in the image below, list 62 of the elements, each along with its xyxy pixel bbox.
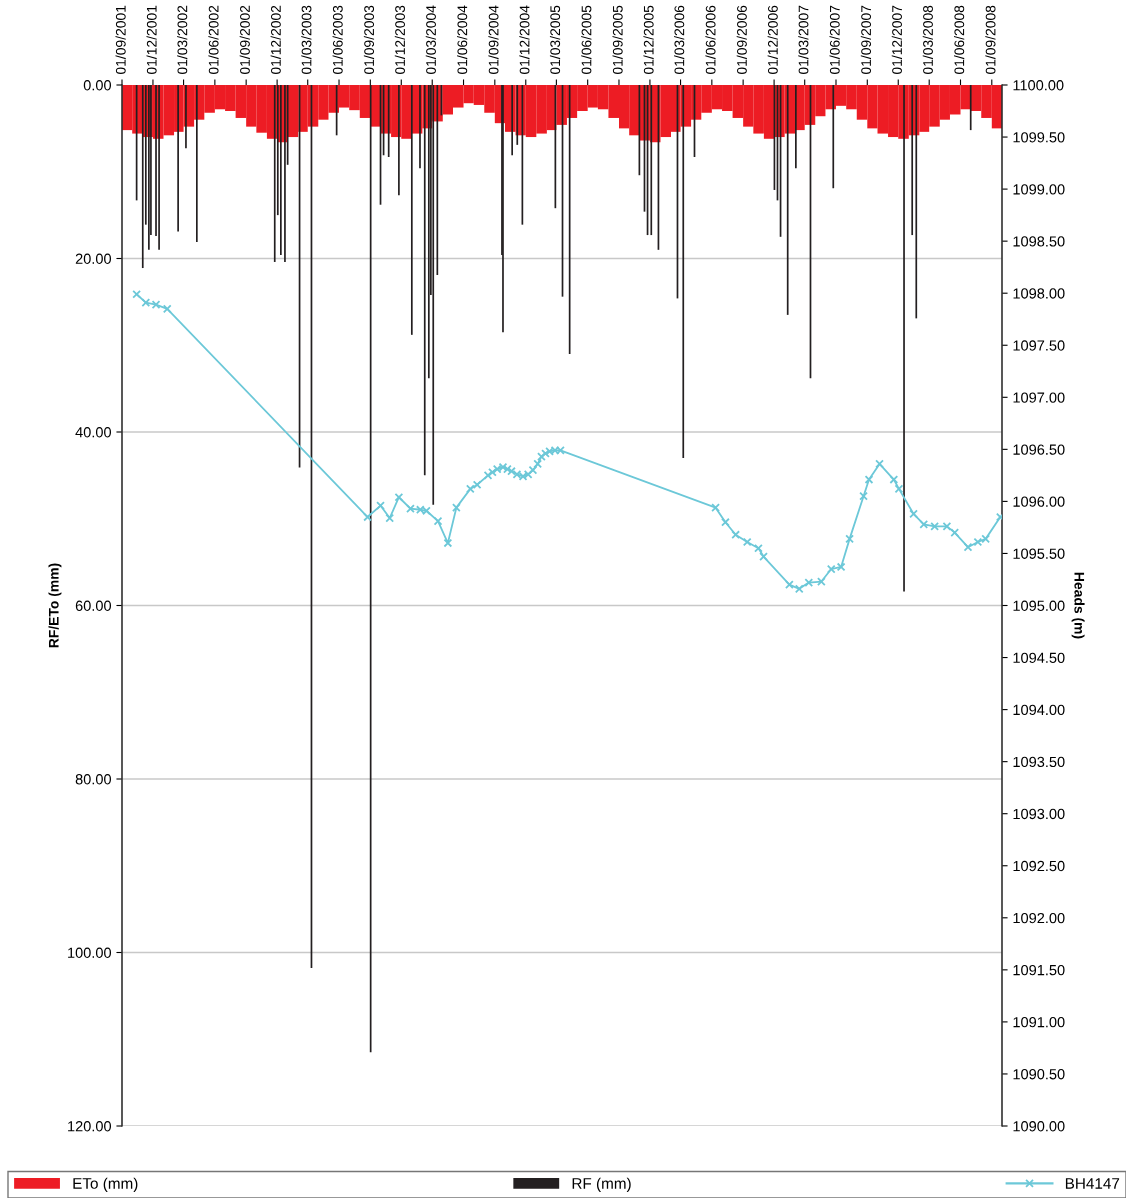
x-tick-label: 01/06/2008 <box>954 5 965 75</box>
x-tick-label: 01/03/2008 <box>922 5 933 75</box>
x-tick-label: 01/09/2007 <box>860 5 872 75</box>
y2-tick-label: 1092.50 <box>1013 860 1065 872</box>
x-tick-label: 01/12/2006 <box>767 5 778 75</box>
x-tick-label: 01/12/2002 <box>270 5 281 75</box>
y2-tick-label: 1099.50 <box>1013 132 1065 143</box>
y2-tick-label: 1092.00 <box>1013 912 1065 924</box>
y2-tick-label: 1097.00 <box>1013 392 1065 403</box>
y2-tick-label: 1090.00 <box>1013 1121 1065 1132</box>
x-tick-label: 01/12/2007 <box>891 5 902 75</box>
x-tick-label: 01/06/2007 <box>829 5 840 75</box>
y-tick-label: 40.00 <box>75 427 112 438</box>
y2-tick-label: 1098.00 <box>1013 288 1065 299</box>
x-tick-label: 01/03/2004 <box>425 5 436 75</box>
x-tick-label: 01/06/2005 <box>581 5 592 75</box>
y2-tick-label: 1097.50 <box>1013 340 1065 351</box>
y-tick-label: 120.00 <box>68 1121 112 1132</box>
x-tick-label: 01/06/2003 <box>332 5 343 75</box>
y2-tick-label: 1094.00 <box>1013 704 1065 716</box>
y2-tick-label: 1091.50 <box>1013 964 1065 976</box>
x-tick-label: 01/03/2007 <box>798 5 809 75</box>
x-tick-label: 01/09/2004 <box>488 5 499 75</box>
y-axis-title: RF/ETo (mm) <box>48 563 62 648</box>
x-tick-label: 01/03/2002 <box>177 5 188 75</box>
y2-tick-label: 1095.50 <box>1013 548 1065 559</box>
x-tick-label: 01/09/2002 <box>239 5 250 75</box>
x-tick-label: 01/09/2005 <box>612 5 623 75</box>
y2-tick-label: 1091.00 <box>1013 1017 1065 1028</box>
y2-tick-label: 1096.50 <box>1013 444 1065 455</box>
y2-tick-label: 1098.50 <box>1013 236 1065 247</box>
y2-axis-title: Heads (m) <box>1071 572 1085 639</box>
legend-label: BH4147 <box>1065 1178 1120 1189</box>
x-tick-label: 01/12/2004 <box>519 5 530 75</box>
legend-label: ETo (mm) <box>73 1177 138 1192</box>
y2-tick-label: 1093.50 <box>1013 756 1065 768</box>
y-tick-label: 20.00 <box>75 253 112 264</box>
x-tick-label: 01/09/2008 <box>985 5 996 75</box>
y2-tick-label: 1096.00 <box>1013 496 1065 507</box>
y2-tick-label: 1100.00 <box>1013 80 1064 91</box>
legend-label: RF (mm) <box>572 1177 631 1192</box>
y-tick-label: 100.00 <box>68 947 112 958</box>
x-tick-label: 01/06/2004 <box>457 5 468 75</box>
y2-tick-label: 1090.50 <box>1013 1069 1065 1080</box>
x-tick-label: 01/06/2006 <box>705 5 716 75</box>
x-tick-label: 01/03/2003 <box>301 5 312 75</box>
x-tick-label: 01/09/2001 <box>115 5 126 75</box>
x-tick-label: 01/12/2003 <box>394 5 405 75</box>
y2-tick-label: 1099.00 <box>1013 184 1065 195</box>
x-tick-label: 01/09/2006 <box>736 5 747 75</box>
y2-tick-label: 1095.00 <box>1013 600 1065 611</box>
y-tick-label: 0.00 <box>83 80 112 91</box>
x-tick-label: 01/12/2001 <box>146 5 157 75</box>
y2-tick-label: 1094.50 <box>1013 652 1065 663</box>
y-tick-label: 80.00 <box>75 774 112 785</box>
x-tick-label: 01/06/2002 <box>208 5 219 75</box>
x-tick-label: 01/03/2006 <box>674 5 685 75</box>
x-tick-label: 01/09/2003 <box>363 5 375 75</box>
x-tick-label: 01/03/2005 <box>549 5 561 75</box>
y2-tick-label: 1093.00 <box>1013 808 1065 820</box>
y-tick-label: 60.00 <box>75 600 112 611</box>
x-tick-label: 01/12/2005 <box>643 5 654 75</box>
